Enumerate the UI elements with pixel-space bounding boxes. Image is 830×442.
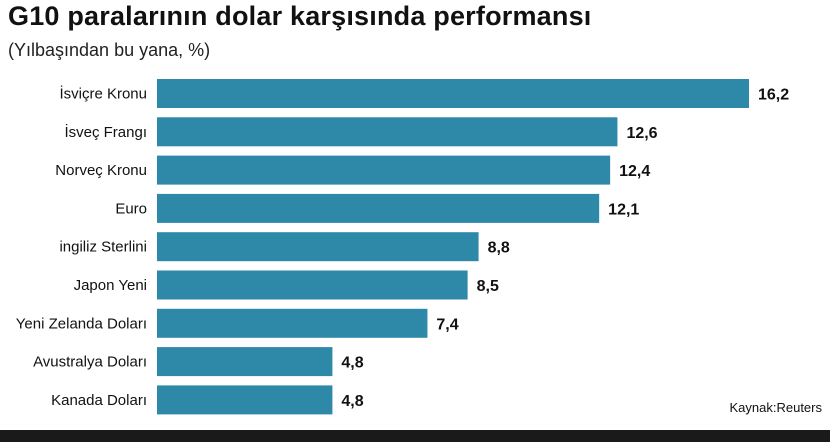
value-label: 12,1 — [608, 201, 639, 218]
category-label: Japon Yeni — [74, 277, 147, 294]
category-label: İsviçre Kronu — [59, 85, 147, 103]
bar — [157, 232, 479, 262]
bar — [157, 347, 333, 377]
category-label: ingiliz Sterlini — [59, 239, 147, 256]
bar — [157, 308, 428, 338]
category-label: İsveç Frangı — [64, 123, 147, 141]
value-label: 12,4 — [619, 163, 650, 180]
bottom-rule — [0, 430, 830, 442]
value-label: 4,8 — [341, 393, 363, 410]
bar — [157, 79, 749, 108]
source-note: Kaynak:Reuters — [729, 400, 823, 415]
bar — [157, 117, 618, 147]
bar — [157, 193, 600, 223]
category-label: Avustralya Doları — [33, 354, 147, 371]
category-label: Kanada Doları — [51, 392, 147, 409]
value-label: 12,6 — [626, 125, 657, 142]
chart-title: G10 paralarının dolar karşısında perform… — [8, 1, 592, 31]
category-label: Norveç Kronu — [55, 162, 147, 179]
chart-subtitle: (Yılbaşından bu yana, %) — [8, 40, 211, 60]
category-label: Euro — [115, 200, 147, 217]
bar — [157, 385, 333, 415]
bar — [157, 270, 468, 300]
value-label: 8,5 — [477, 278, 499, 295]
value-label: 4,8 — [341, 355, 363, 372]
value-label: 8,8 — [488, 240, 510, 257]
category-label: Yeni Zelanda Doları — [16, 315, 147, 332]
value-label: 7,4 — [436, 316, 458, 333]
value-label: 16,2 — [758, 87, 789, 104]
bar — [157, 155, 611, 185]
bar-chart: İsviçre Kronu 16,2 İsveç Frangı 12,6 Norveç … — [16, 79, 789, 415]
